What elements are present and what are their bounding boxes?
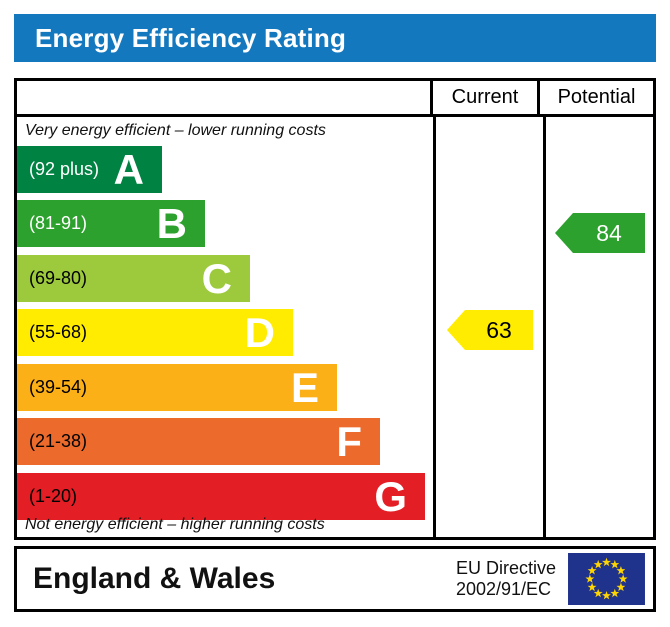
band-d-letter: D [244,308,275,356]
band-g-letter: G [374,472,407,520]
band-c-letter: C [201,254,232,302]
band-a-letter: A [113,145,144,193]
current-rating-value: 63 [486,316,512,343]
eu-directive-label: EU Directive 2002/91/EC [456,558,556,599]
potential-rating-arrow: 84 [555,213,645,253]
band-f-letter: F [336,417,362,465]
band-d: (55-68) D [17,309,293,356]
header-potential: Potential [557,86,636,108]
band-e-range: (39-54) [29,377,88,397]
table-header-row: Current Potential [17,81,653,117]
page-title: Energy Efficiency Rating [35,22,347,53]
band-g-range: (1-20) [29,486,78,506]
bottom-note: Not energy efficient – higher running co… [25,516,325,533]
top-note: Very energy efficient – lower running co… [25,122,326,139]
title-bar: Energy Efficiency Rating [14,14,656,62]
footer-bar: England & Wales EU Directive 2002/91/EC [14,546,656,612]
rating-table: Current Potential Very energy efficient … [14,78,656,540]
band-e-letter: E [290,363,319,411]
eu-flag-icon [568,553,645,605]
eu-directive-line1: EU Directive [455,558,556,579]
column-divider-current [433,117,436,537]
band-c: (69-80) C [17,255,250,302]
band-b-letter: B [156,199,187,247]
current-rating-arrow: 63 [447,310,533,350]
band-b-range: (81-91) [29,213,88,233]
band-f-range: (21-38) [29,431,88,451]
header-spacer-cell [17,81,433,114]
region-label: England & Wales [33,562,276,595]
band-b: (81-91) B [17,200,205,247]
column-divider-potential [543,117,546,537]
table-body: Very energy efficient – lower running co… [17,117,653,537]
eu-directive-line2: 2002/91/EC [455,579,552,599]
band-c-range: (69-80) [29,268,88,288]
potential-rating-value: 84 [596,219,622,246]
band-f: (21-38) F [17,418,380,465]
header-current: Current [433,81,540,114]
band-e: (39-54) E [17,364,337,411]
band-a-range: (92 plus) [29,159,100,179]
band-a: (92 plus) A [17,146,162,193]
band-d-range: (55-68) [29,322,88,342]
band-g: (1-20) G [17,473,425,520]
